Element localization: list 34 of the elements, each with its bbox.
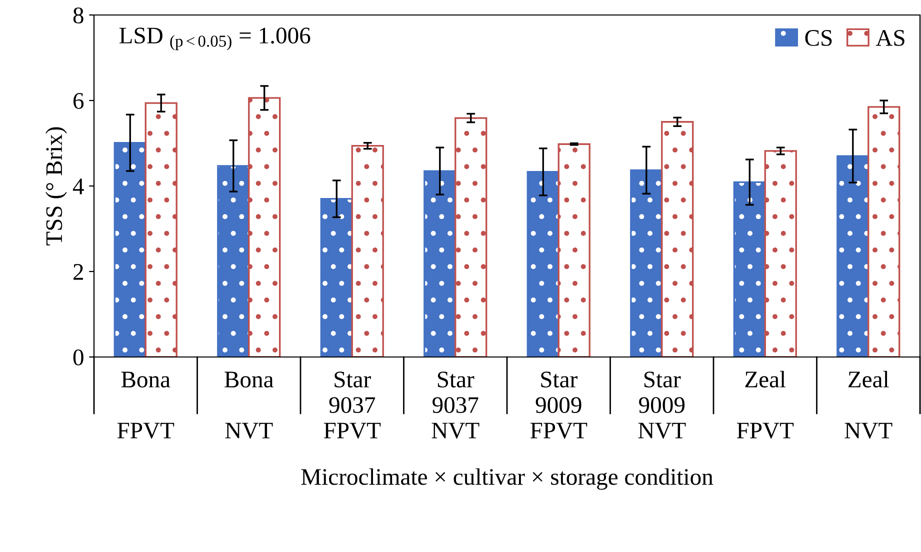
y-tick-label: 2	[74, 264, 83, 280]
y-tick-label: 4	[72, 178, 84, 194]
bar	[454, 117, 488, 357]
bar	[630, 169, 663, 357]
bar	[836, 155, 870, 357]
bar	[558, 143, 590, 357]
category-label: Zeal NVT	[844, 370, 892, 439]
y-tick-label: 8	[73, 7, 84, 24]
x-tick-label: Star 9009 NVT	[638, 372, 686, 439]
bar	[320, 198, 353, 357]
bar	[351, 144, 384, 357]
x-tick-label: Star 9037 NVT	[432, 372, 480, 439]
y-tick-label: 6	[73, 93, 84, 109]
x-axis-title: Microclimate × cultivar × storage condition	[301, 468, 714, 490]
y-tick-label: 0	[73, 349, 84, 366]
category-label: Bona FPVT	[117, 372, 174, 439]
category-label: Bona NVT	[224, 372, 274, 439]
category-label: Zeal FPVT	[736, 370, 794, 439]
bar	[424, 170, 456, 357]
bar	[868, 106, 900, 357]
x-tick-label: Star 9009 FPVT	[530, 372, 588, 439]
bar	[144, 102, 178, 357]
bar	[114, 142, 146, 357]
annotation: LSD $_{(p<0.05)}$ = 1.006	[119, 28, 310, 50]
bar	[733, 181, 766, 357]
y-axis-title: TSS (° Brix)	[46, 127, 67, 246]
x-tick-label: Star 9037 FPVT	[324, 372, 381, 439]
bar	[661, 121, 694, 357]
legend-label: AS	[876, 30, 904, 46]
bar	[764, 150, 797, 357]
bar	[217, 165, 250, 357]
legend-label: CS	[805, 30, 832, 46]
bar	[526, 171, 560, 357]
bar	[248, 97, 281, 357]
